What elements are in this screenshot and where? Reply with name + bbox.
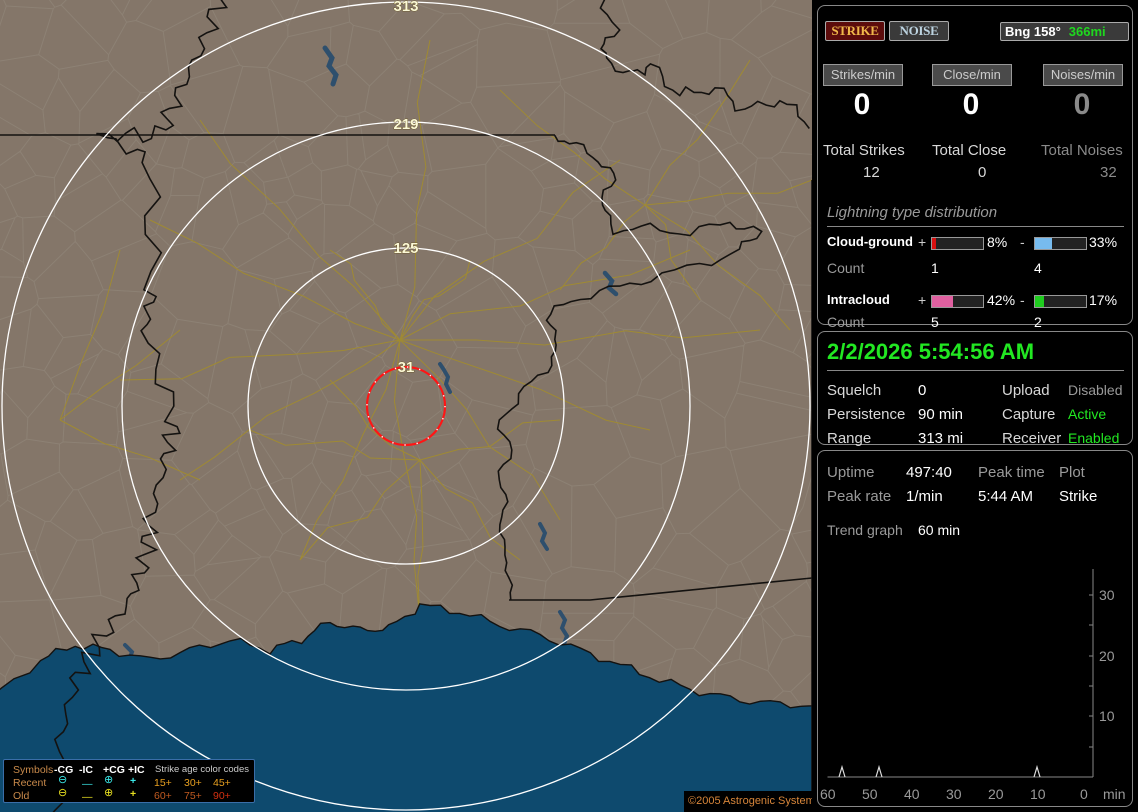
- svg-text:40: 40: [904, 786, 920, 802]
- svg-text:313: 313: [393, 0, 418, 15]
- svg-text:30: 30: [1099, 587, 1115, 603]
- svg-text:60: 60: [820, 786, 836, 802]
- svg-text:min: min: [1103, 786, 1126, 802]
- svg-text:0: 0: [1080, 786, 1088, 802]
- svg-text:125: 125: [393, 240, 418, 257]
- svg-text:20: 20: [1099, 648, 1115, 664]
- svg-text:219: 219: [393, 116, 418, 133]
- svg-text:10: 10: [1030, 786, 1046, 802]
- svg-text:31: 31: [398, 359, 415, 376]
- svg-text:50: 50: [862, 786, 878, 802]
- svg-text:10: 10: [1099, 708, 1115, 724]
- svg-text:30: 30: [946, 786, 962, 802]
- svg-text:20: 20: [988, 786, 1004, 802]
